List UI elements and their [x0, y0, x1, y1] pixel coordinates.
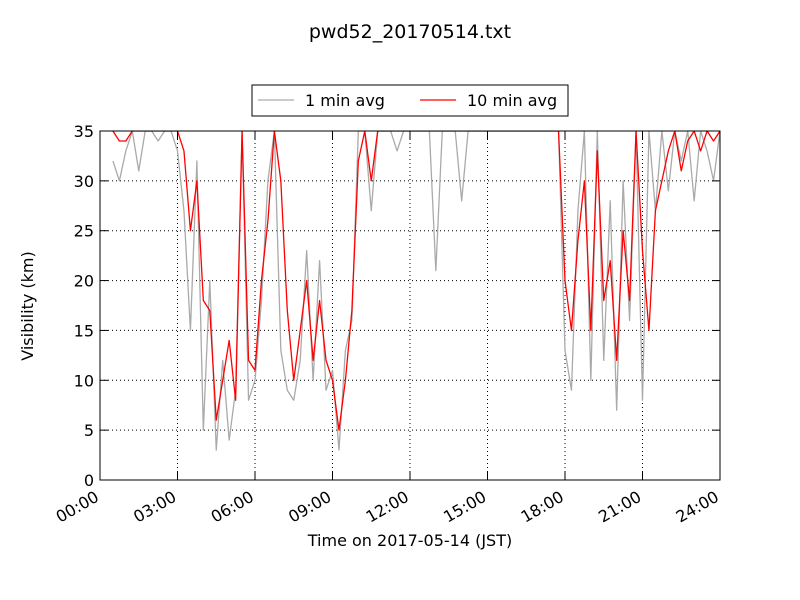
chart-title: pwd52_20170514.txt: [309, 21, 511, 43]
plot-lines: [112, 131, 720, 451]
legend-label: 1 min avg: [305, 91, 385, 110]
y-tick-label: 0: [84, 471, 94, 490]
y-tick-label: 15: [74, 321, 94, 340]
y-tick-label: 10: [74, 371, 94, 390]
y-tick-label: 30: [74, 172, 94, 191]
x-axis-label: Time on 2017-05-14 (JST): [307, 531, 512, 550]
legend-label: 10 min avg: [467, 91, 557, 110]
legend: 1 min avg 10 min avg: [251, 84, 569, 117]
y-axis-label: Visibility (km): [18, 251, 37, 360]
y-tick-label: 25: [74, 222, 94, 241]
y-tick-label: 5: [84, 421, 94, 440]
y-tick-label: 20: [74, 272, 94, 291]
series-line: [112, 131, 720, 431]
y-tick-label: 35: [74, 122, 94, 141]
legend-box: [251, 84, 569, 117]
